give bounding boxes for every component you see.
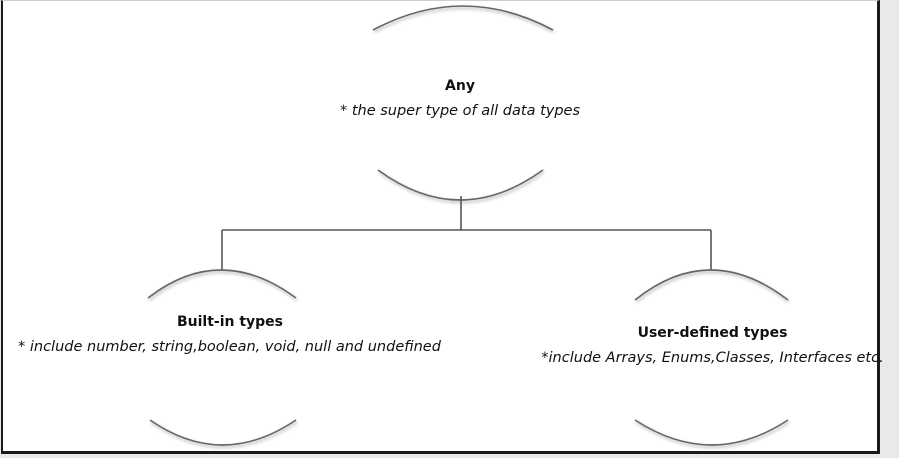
node-any-title: Any [445,78,475,94]
node-user-defined-title: User-defined types [637,325,788,341]
any-top-arc [372,5,554,31]
node-builtin-title: Built-in types [176,314,284,330]
node-user-defined-description: *include Arrays, Enums,Classes, Interfac… [541,350,884,366]
node-builtin-description: * include number, string,boolean, void, … [18,339,441,355]
builtin-bottom-arc [149,419,297,446]
any-bottom-arc [377,169,544,201]
builtin-top-arc [147,269,297,299]
node-builtin: Built-in types * include number, string,… [10,314,450,358]
diagram-frame [1,0,880,454]
node-any: Any * the super type of all data types [270,78,650,122]
user-top-arc [634,269,789,301]
user-bottom-arc [634,419,789,446]
node-user-defined: User-defined types *include Arrays, Enum… [520,325,899,369]
node-any-description: * the super type of all data types [339,103,581,119]
